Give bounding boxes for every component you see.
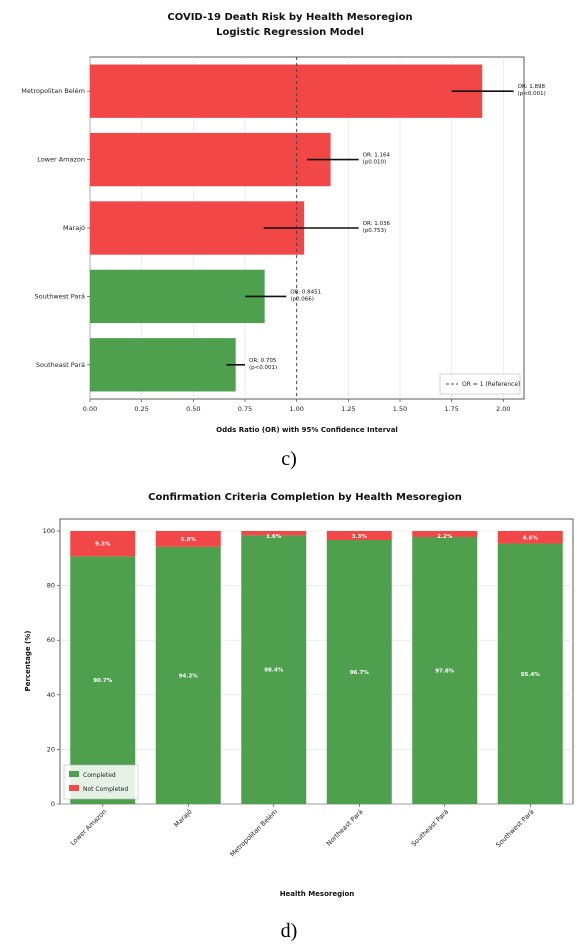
chart2-bar-not-completed bbox=[412, 531, 478, 538]
chart1-y-tick-label: Southeast Pará bbox=[36, 361, 85, 369]
confirmation-completion-chart: Confirmation Criteria Completion by Heal… bbox=[24, 492, 574, 898]
chart2-bar-not-completed bbox=[326, 531, 392, 541]
chart2-legend: Completed Not Completed bbox=[63, 764, 139, 800]
chart2-plot-area bbox=[59, 518, 574, 805]
chart2-data-label: 5.8% bbox=[181, 537, 197, 543]
chart2-y-tick-label: 60 bbox=[47, 636, 55, 644]
chart1-x-axis-label: Odds Ratio (OR) with 95% Confidence Inte… bbox=[216, 426, 398, 434]
legend-not-completed-label: Not Completed bbox=[83, 786, 128, 793]
chart2-y-axis-label: Percentage (%) bbox=[24, 631, 32, 692]
odds-ratio-chart: COVID-19 Death Risk by Health Mesoregion… bbox=[21, 12, 546, 434]
legend-reference-label: OR = 1 (Reference) bbox=[462, 381, 520, 388]
chart2-bar-completed bbox=[70, 556, 136, 804]
chart2-y-tick-label: 40 bbox=[47, 691, 55, 699]
legend-completed-swatch bbox=[69, 771, 79, 777]
chart1-bar bbox=[90, 132, 331, 187]
chart2-bar-completed bbox=[326, 540, 392, 804]
chart1-bar bbox=[90, 269, 265, 324]
chart1-y-tick-label: Marajó bbox=[63, 224, 85, 232]
chart1-or-label: OR: 0.705 bbox=[249, 358, 277, 364]
chart2-data-label: 94.2% bbox=[179, 673, 199, 679]
chart2-bar-completed bbox=[497, 543, 563, 804]
chart1-y-tick-label: Southwest Pará bbox=[35, 292, 85, 300]
chart2-x-axis-label: Health Mesoregion bbox=[280, 890, 355, 898]
chart2-bar-completed bbox=[241, 535, 307, 804]
chart2-bar-not-completed bbox=[241, 531, 307, 536]
chart1-title: COVID-19 Death Risk by Health Mesoregion bbox=[167, 12, 412, 23]
chart2-bar-not-completed bbox=[155, 531, 221, 547]
chart1-x-tick-label: 0.00 bbox=[83, 405, 97, 413]
chart2-data-label: 98.4% bbox=[264, 668, 284, 674]
chart1-or-label: OR: 1.164 bbox=[363, 153, 391, 159]
chart1-bar bbox=[90, 64, 483, 118]
chart1-y-tick-label: Lower Amazon bbox=[37, 156, 85, 164]
chart1-bar bbox=[90, 338, 236, 392]
chart2-title: Confirmation Criteria Completion by Heal… bbox=[148, 492, 462, 503]
chart2-y-tick-label: 0 bbox=[51, 800, 55, 808]
chart2-bar-completed bbox=[155, 546, 221, 804]
chart2-x-tick-label: Lower Amazon bbox=[69, 808, 108, 847]
chart2-data-label: 9.3% bbox=[95, 542, 111, 548]
chart2-bar-not-completed bbox=[70, 531, 136, 557]
chart1-p-label: (p0.010) bbox=[363, 160, 387, 166]
caption-d: d) bbox=[281, 920, 298, 942]
chart1-subtitle: Logistic Regression Model bbox=[216, 27, 364, 38]
chart1-p-label: (p0.753) bbox=[363, 228, 387, 234]
chart1-x-tick-label: 1.75 bbox=[444, 405, 458, 413]
chart2-y-tick-label: 20 bbox=[47, 745, 55, 753]
chart2-x-tick-label: Southeast Pará bbox=[410, 808, 450, 848]
caption-c: c) bbox=[281, 448, 297, 470]
chart1-p-label: (p<0.001) bbox=[518, 91, 546, 97]
chart1-p-label: (p0.066) bbox=[290, 296, 314, 302]
chart1-x-tick-label: 1.00 bbox=[289, 405, 303, 413]
chart1-x-tick-label: 1.25 bbox=[341, 405, 355, 413]
chart2-data-label: 90.7% bbox=[93, 678, 113, 684]
legend-completed-label: Completed bbox=[83, 772, 116, 779]
chart2-x-tick-label: Metropolitan Belém bbox=[228, 808, 279, 859]
chart1-x-tick-label: 0.75 bbox=[238, 405, 252, 413]
chart1-x-tick-label: 2.00 bbox=[496, 405, 510, 413]
chart2-data-label: 97.8% bbox=[435, 669, 455, 675]
chart2-data-label: 1.6% bbox=[266, 534, 282, 540]
chart2-data-label: 4.6% bbox=[523, 535, 539, 541]
chart1-p-label: (p<0.001) bbox=[249, 365, 277, 371]
chart1-legend: OR = 1 (Reference) bbox=[439, 373, 520, 395]
chart2-data-label: 2.2% bbox=[437, 534, 453, 540]
legend-not-completed-swatch bbox=[69, 785, 79, 791]
chart2-bar-completed bbox=[412, 537, 478, 804]
chart1-x-tick-label: 0.25 bbox=[134, 405, 148, 413]
chart1-y-tick-label: Metropolitan Belém bbox=[21, 87, 85, 95]
chart1-or-label: OR: 1.898 bbox=[518, 84, 546, 90]
chart1-x-tick-label: 0.50 bbox=[186, 405, 200, 413]
chart2-bar-not-completed bbox=[497, 531, 563, 544]
chart2-y-tick-label: 80 bbox=[47, 582, 55, 590]
chart2-x-tick-label: Northeast Pará bbox=[325, 808, 365, 848]
chart2-data-label: 96.7% bbox=[350, 670, 370, 676]
chart2-data-label: 3.3% bbox=[352, 534, 368, 540]
chart1-x-tick-label: 1.50 bbox=[393, 405, 407, 413]
chart1-or-label: OR: 0.8451 bbox=[290, 289, 321, 295]
chart2-x-tick-label: Marajó bbox=[172, 808, 193, 829]
chart2-y-tick-label: 100 bbox=[43, 527, 55, 535]
chart2-x-tick-label: Southwest Pará bbox=[494, 808, 535, 849]
chart2-data-label: 95.4% bbox=[521, 672, 541, 678]
chart1-or-label: OR: 1.036 bbox=[363, 221, 391, 227]
